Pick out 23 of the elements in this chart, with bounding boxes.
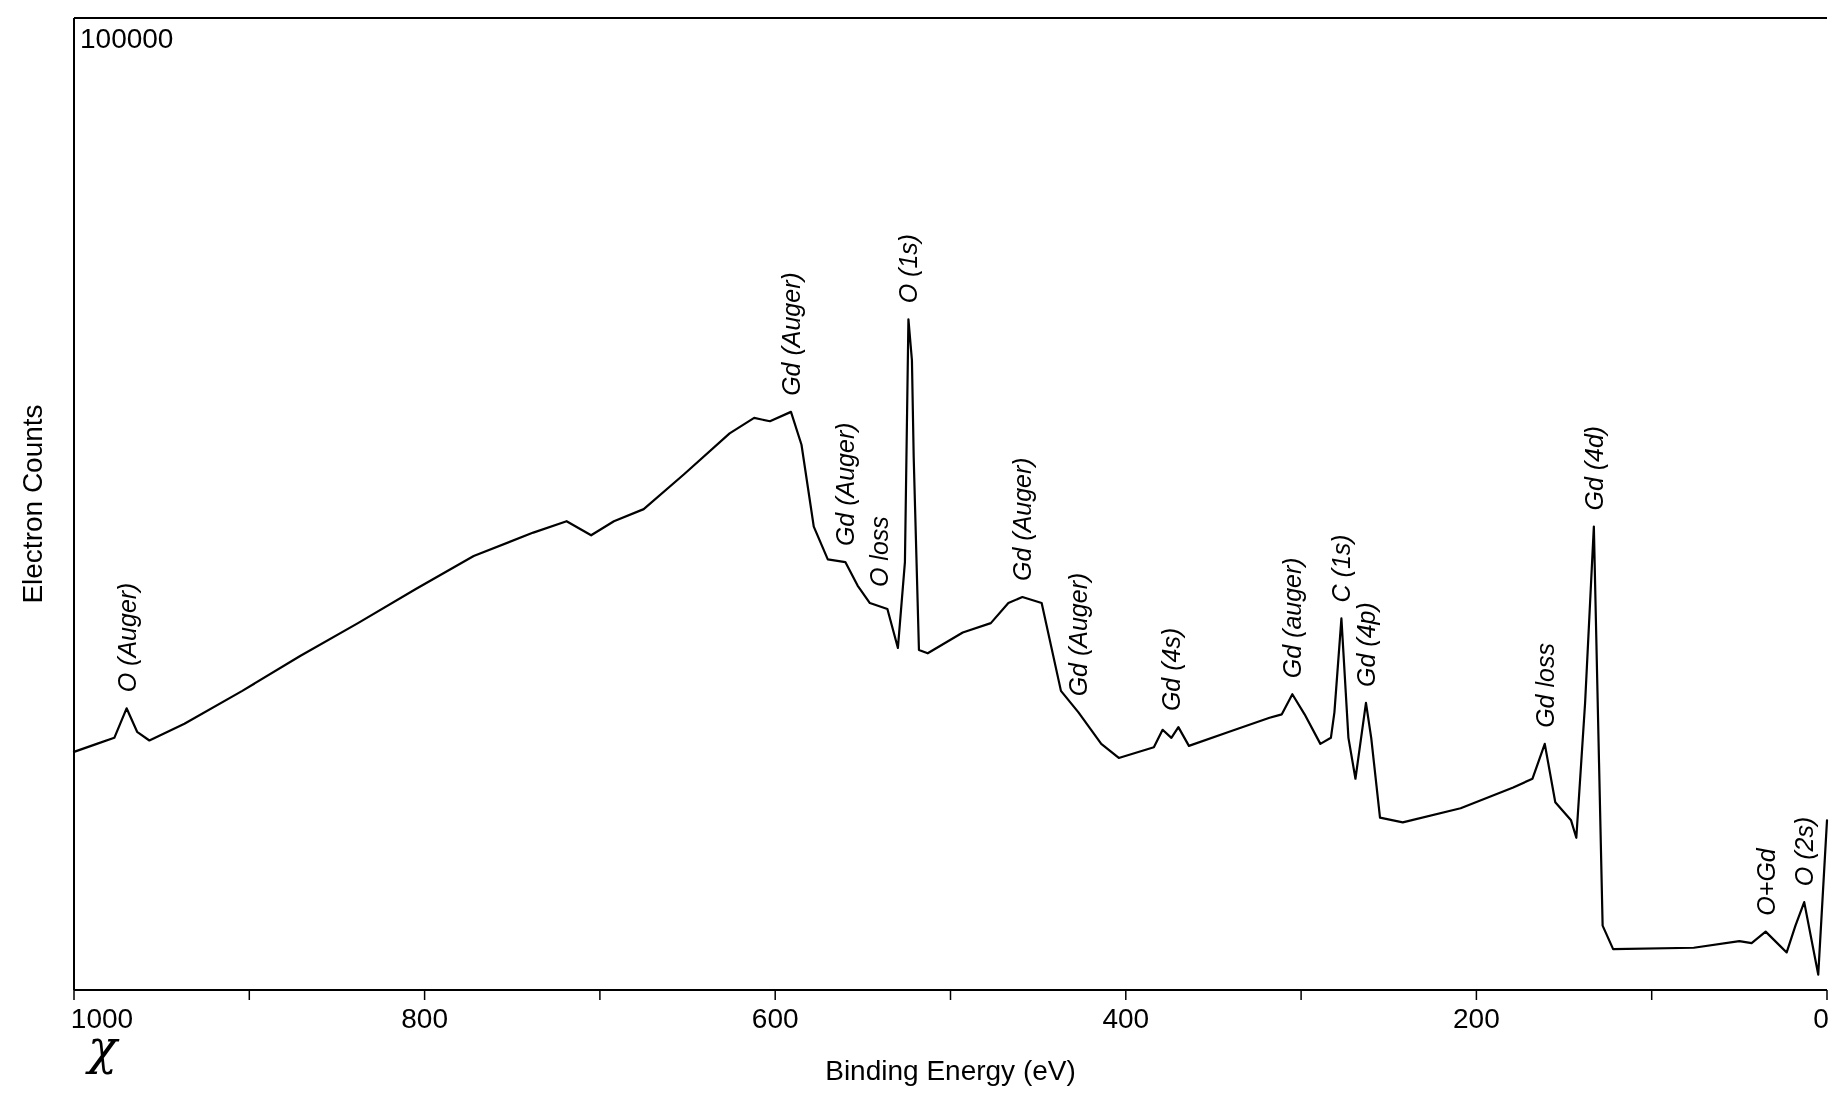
text: 100000 — [80, 23, 174, 54]
x-tick-label: 400 — [1102, 1003, 1150, 1034]
annotation: Gd (Auger) — [831, 422, 860, 547]
annotation: C (1s) — [1327, 534, 1356, 603]
annotation: O (1s) — [894, 233, 923, 304]
annotation: Gd (4s) — [1157, 627, 1186, 712]
x-tick-label: 200 — [1453, 1003, 1500, 1034]
annotation: Gd (4p) — [1351, 602, 1380, 687]
annotation: Gd (Auger) — [1008, 457, 1037, 581]
annotation: Gd (Auger) — [776, 272, 805, 396]
annotation: O (Auger) — [112, 582, 141, 693]
x-tick-label: 0 — [1813, 1003, 1829, 1034]
x-tick-label: 600 — [751, 1003, 799, 1034]
y-axis-title: Electron Counts — [17, 404, 48, 604]
annotation: Gd (4d) — [1579, 425, 1608, 511]
annotation: Gd (auger) — [1278, 557, 1307, 679]
annotation: O (2s) — [1790, 816, 1819, 887]
annotation: O+Gd — [1751, 847, 1780, 916]
annotation: Gd loss — [1530, 643, 1559, 728]
x-axis-title: Binding Energy (eV) — [825, 1055, 1076, 1086]
x-tick-label: 800 — [401, 1003, 448, 1034]
annotation: O loss — [864, 516, 893, 588]
annotation: Gd (Auger) — [1064, 572, 1093, 697]
